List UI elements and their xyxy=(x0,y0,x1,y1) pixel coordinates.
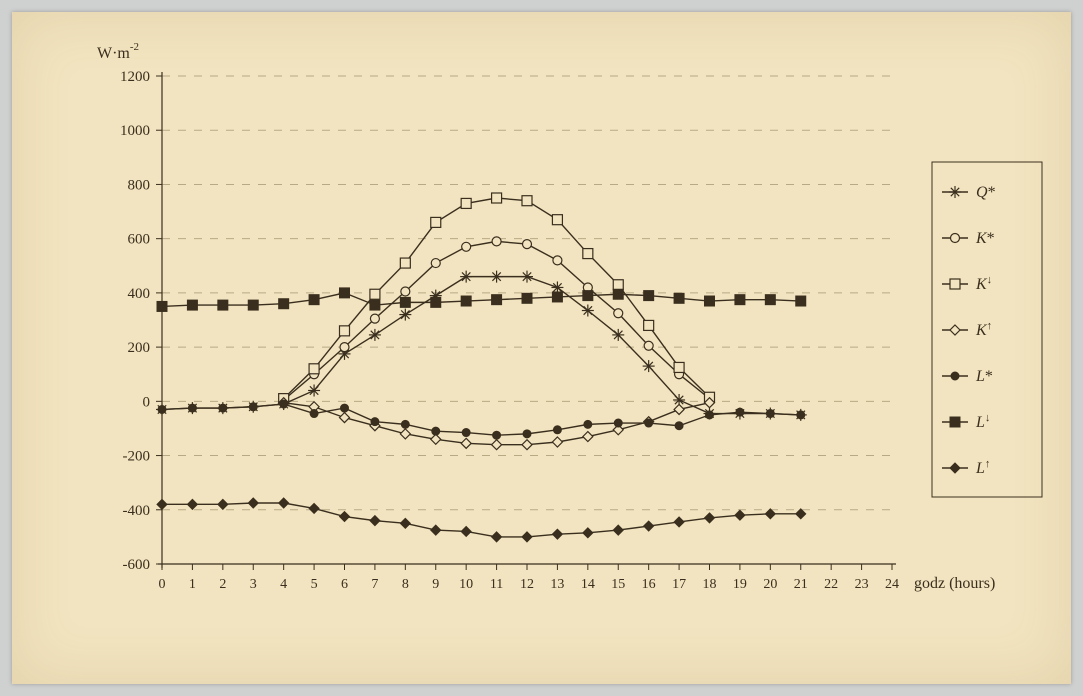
axes xyxy=(156,72,896,570)
x-tick-label: 12 xyxy=(520,577,534,592)
gridlines xyxy=(162,76,892,564)
y-tick-label: 400 xyxy=(128,286,151,302)
x-tick-label: 14 xyxy=(581,577,595,592)
y-tick-label: 600 xyxy=(128,232,151,248)
x-tick-label: 7 xyxy=(371,577,378,592)
y-tick-label: 1200 xyxy=(120,69,150,85)
legend-label: K* xyxy=(975,230,995,247)
radiation-balance-chart: -600-400-2000200400600800100012000123456… xyxy=(12,12,1071,684)
x-tick-label: 9 xyxy=(432,577,439,592)
legend-label: K↓ xyxy=(975,274,992,293)
y-axis-label: W·m-2 xyxy=(97,41,139,62)
x-tick-label: 3 xyxy=(250,577,257,592)
y-tick-label: 800 xyxy=(128,177,151,193)
x-tick-label: 16 xyxy=(642,577,656,592)
x-tick-label: 19 xyxy=(733,577,747,592)
x-tick-label: 15 xyxy=(611,577,625,592)
x-tick-label: 4 xyxy=(280,577,287,592)
y-tick-label: -200 xyxy=(123,449,151,465)
x-tick-label: 10 xyxy=(459,577,473,592)
y-tick-label: 0 xyxy=(143,394,151,410)
series-L_up xyxy=(157,498,806,542)
x-tick-label: 21 xyxy=(794,577,808,592)
x-tick-label: 11 xyxy=(490,577,503,592)
x-tick-label: 8 xyxy=(402,577,409,592)
legend-label: L↑ xyxy=(975,458,990,477)
legend-label: Q* xyxy=(976,184,996,201)
x-tick-label: 22 xyxy=(824,577,838,592)
legend-label: K↑ xyxy=(975,320,992,339)
y-tick-label: -400 xyxy=(123,503,151,519)
legend-label: L* xyxy=(975,368,993,385)
legend-label: L↓ xyxy=(975,412,990,431)
x-tick-label: 0 xyxy=(159,577,166,592)
x-tick-label: 1 xyxy=(189,577,196,592)
y-tick-label: -600 xyxy=(123,557,151,573)
x-tick-label: 6 xyxy=(341,577,348,592)
x-tick-label: 23 xyxy=(855,577,869,592)
x-tick-label: 24 xyxy=(885,577,899,592)
x-tick-label: 5 xyxy=(311,577,318,592)
x-tick-label: 17 xyxy=(672,577,686,592)
x-tick-label: 20 xyxy=(763,577,777,592)
y-tick-label: 1000 xyxy=(120,123,150,139)
series-group xyxy=(156,193,807,542)
series-L_down xyxy=(157,288,806,312)
x-tick-label: 2 xyxy=(219,577,226,592)
x-tick-label: 13 xyxy=(550,577,564,592)
legend: Q* K* K↓ K↑ L* L↓ L↑ xyxy=(932,162,1042,497)
x-axis-label: godz (hours) xyxy=(914,575,995,592)
y-tick-label: 200 xyxy=(128,340,151,356)
x-tick-label: 18 xyxy=(703,577,717,592)
